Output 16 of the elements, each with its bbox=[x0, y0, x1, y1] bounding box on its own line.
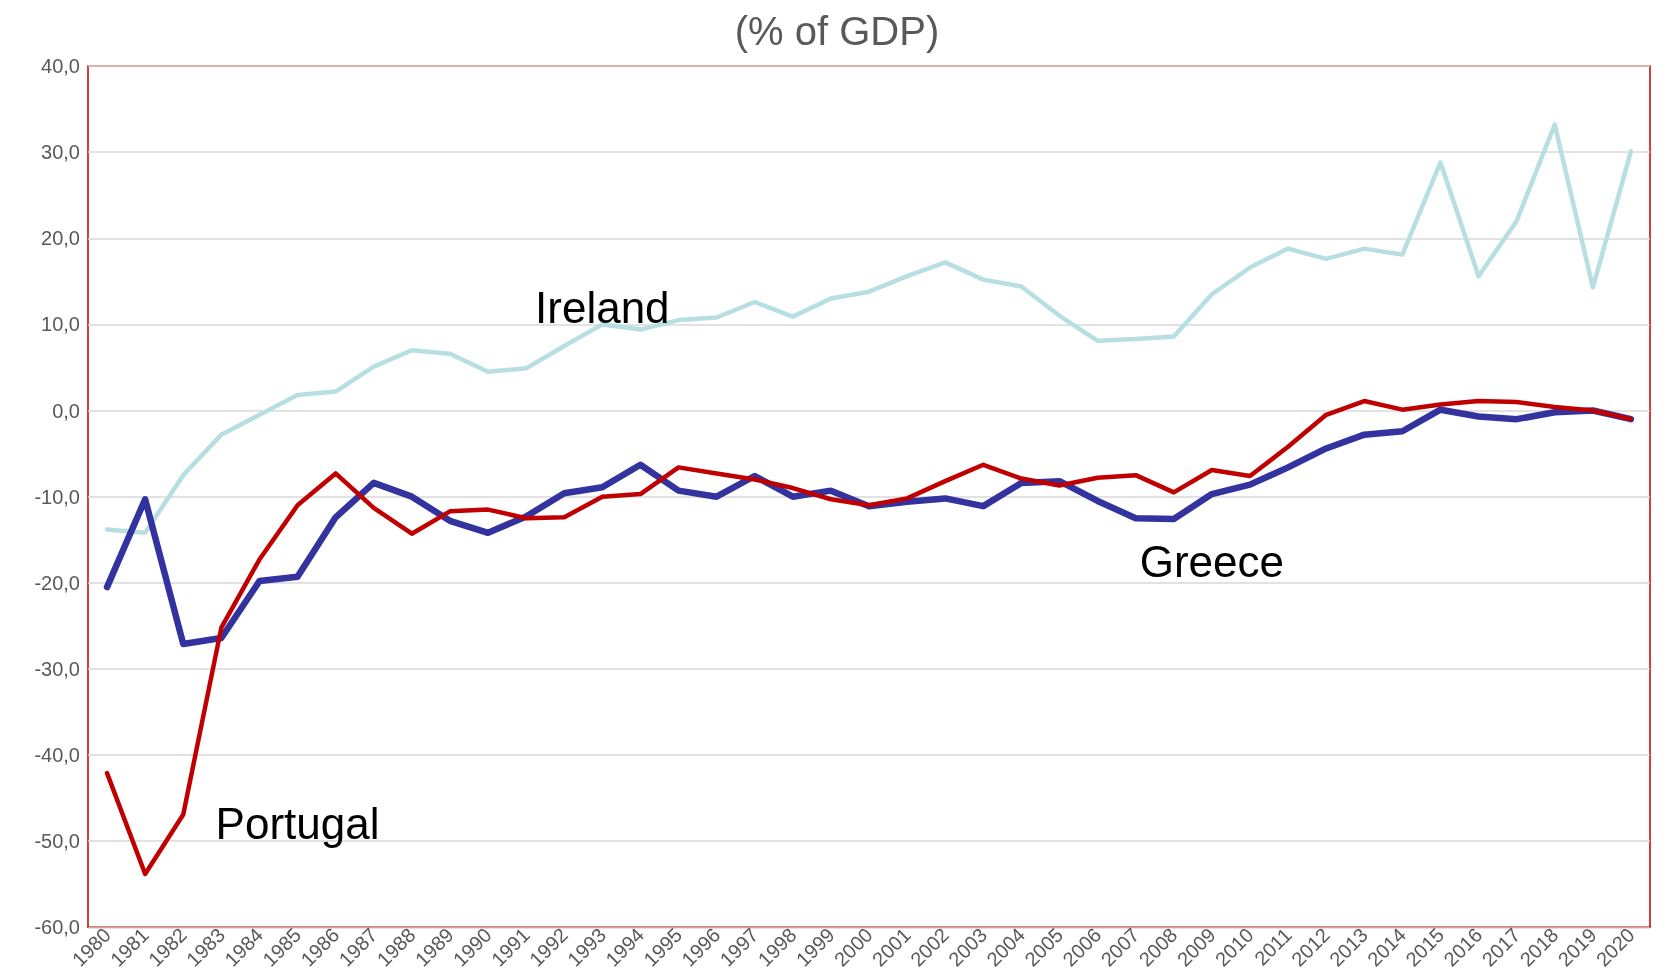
y-tick-label: -50,0 bbox=[34, 830, 80, 853]
y-tick-label: 40,0 bbox=[41, 55, 80, 77]
y-tick-label: 0,0 bbox=[52, 399, 80, 422]
y-tick-label: -10,0 bbox=[34, 485, 80, 508]
series-label: Portugal bbox=[215, 799, 380, 849]
y-tick-label: 30,0 bbox=[41, 141, 80, 164]
line-series bbox=[104, 122, 1634, 536]
y-tick-label: -40,0 bbox=[34, 744, 80, 767]
y-tick-label: 20,0 bbox=[41, 227, 80, 250]
y-tick-label: -30,0 bbox=[34, 657, 80, 680]
line-series bbox=[104, 398, 1634, 877]
y-tick-label: -20,0 bbox=[34, 571, 80, 594]
series-label: Greece bbox=[1139, 536, 1285, 586]
chart-title: (% of GDP) bbox=[734, 9, 940, 53]
y-tick-label: 10,0 bbox=[41, 313, 80, 336]
series-label: Ireland bbox=[535, 282, 670, 332]
